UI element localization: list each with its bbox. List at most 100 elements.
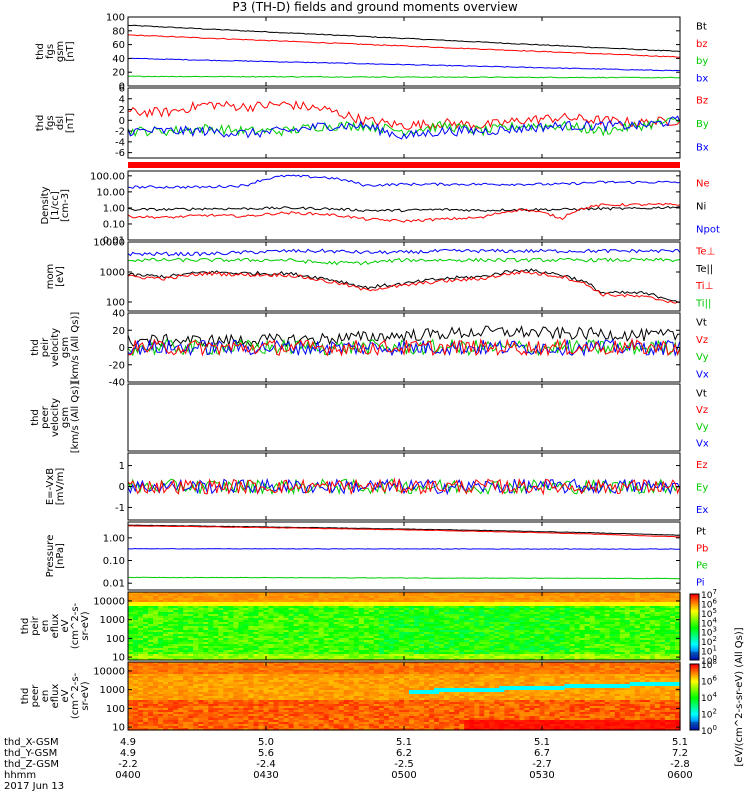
spectrogram-cell	[479, 610, 485, 613]
spectrogram-cell	[469, 634, 475, 637]
spectrogram-cell	[348, 610, 355, 613]
spectrogram-cell	[504, 618, 510, 621]
spectrogram-cell	[148, 626, 154, 629]
spectrogram-cell	[233, 682, 239, 685]
legend-by: by	[696, 56, 708, 67]
spectrogram-cell	[288, 646, 295, 649]
spectrogram-cell	[198, 724, 204, 727]
spectrogram-cell	[599, 622, 606, 625]
spectrogram-cell	[649, 606, 656, 609]
spectrogram-cell	[303, 592, 310, 595]
spectrogram-cell	[128, 638, 134, 641]
spectrogram-cell	[193, 634, 199, 637]
spectrogram-cell	[208, 710, 214, 713]
spectrogram-cell	[644, 616, 651, 619]
spectrogram-cell	[343, 610, 350, 613]
spectrogram-cell	[579, 658, 586, 661]
spectrogram-cell	[664, 644, 671, 647]
spectrogram-cell	[439, 606, 445, 609]
spectrogram-cell	[358, 628, 365, 631]
spectrogram-cell	[614, 652, 621, 655]
spectrogram-cell	[419, 604, 425, 607]
spectrogram-cell	[368, 608, 375, 611]
spectrogram-cell	[429, 606, 435, 609]
spectrogram-cell	[504, 624, 510, 627]
spectrogram-cell	[454, 622, 460, 625]
spectrogram-cell	[459, 592, 465, 595]
spectrogram-cell	[243, 666, 249, 669]
spectrogram-cell	[589, 652, 596, 655]
spectrogram-cell	[338, 606, 345, 609]
spectrogram-cell	[213, 646, 219, 649]
spectrogram-cell	[629, 648, 636, 651]
spectrogram-cell	[429, 600, 435, 603]
spectrogram-cell	[218, 652, 224, 655]
spectrogram-cell	[203, 686, 209, 689]
spectrogram-cell	[203, 688, 209, 691]
spectrogram-cell	[253, 668, 260, 671]
spectrogram-cell	[388, 614, 395, 617]
spectrogram-cell	[424, 656, 430, 659]
spectrogram-cell	[318, 608, 325, 611]
spectrogram-cell	[654, 604, 661, 607]
spectrogram-cell	[534, 628, 541, 631]
spectrogram-cell	[358, 646, 365, 649]
legend-Vz: Vz	[696, 405, 708, 416]
spectrogram-cell	[675, 606, 681, 609]
spectrogram-cell	[338, 656, 345, 659]
spectrogram-cell	[333, 610, 340, 613]
spectrogram-cell	[454, 592, 460, 595]
spectrogram-cell	[373, 632, 380, 635]
spectrogram-cell	[539, 650, 546, 653]
spectrogram-cell	[168, 706, 174, 709]
spectrogram-cell	[143, 658, 149, 661]
spectrogram-cell	[193, 620, 199, 623]
spectrogram-cell	[323, 596, 330, 599]
spectrogram-cell	[664, 654, 671, 657]
spectrogram-cell	[218, 600, 224, 603]
spectrogram-cell	[163, 728, 169, 731]
spectrogram-cell	[569, 608, 576, 611]
spectrogram-cell	[574, 622, 581, 625]
spectrogram-cell	[323, 614, 330, 617]
spectrogram-cell	[599, 656, 606, 659]
spectrogram-cell	[213, 636, 219, 639]
spectrogram-cell	[544, 604, 551, 607]
spectrogram-cell	[664, 624, 671, 627]
spectrogram-cell	[549, 614, 556, 617]
spectrogram-cell	[138, 706, 144, 709]
spectrogram-cell	[148, 688, 154, 691]
spectrogram-cell	[223, 702, 229, 705]
spectrogram-cell	[168, 646, 174, 649]
spectrogram-cell	[564, 622, 571, 625]
spectrogram-cell	[198, 614, 204, 617]
spectrogram-cell	[193, 708, 199, 711]
spectrogram-cell	[158, 610, 164, 613]
spectrogram-cell	[298, 652, 305, 655]
spectrogram-cell	[514, 608, 520, 611]
spectrogram-cell	[469, 646, 475, 649]
spectrogram-cell	[419, 616, 425, 619]
spectrogram-cell	[514, 658, 520, 661]
spectrogram-cell	[213, 706, 219, 709]
spectrogram-cell	[303, 612, 310, 615]
spectrogram-cell	[639, 596, 646, 599]
spectrogram-cell	[168, 654, 174, 657]
spectrogram-cell	[424, 606, 430, 609]
y-tick-label: 100	[106, 13, 125, 24]
spectrogram-cell	[243, 668, 249, 671]
spectrogram-cell	[584, 620, 591, 623]
spectrogram-cell	[133, 616, 139, 619]
spectrogram-cell	[128, 620, 134, 623]
spectrogram-cell	[193, 694, 199, 697]
spectrogram-cell	[143, 610, 149, 613]
spectrogram-cell	[143, 708, 149, 711]
spectrogram-cell	[278, 650, 285, 653]
spectrogram-cell	[248, 716, 254, 719]
legend-Vy: Vy	[696, 422, 709, 433]
spectrogram-cell	[388, 650, 395, 653]
spectrogram-cell	[213, 598, 219, 601]
spectrogram-cell	[313, 592, 320, 595]
spectrogram-cell	[363, 596, 370, 599]
spectrogram-cell	[358, 598, 365, 601]
